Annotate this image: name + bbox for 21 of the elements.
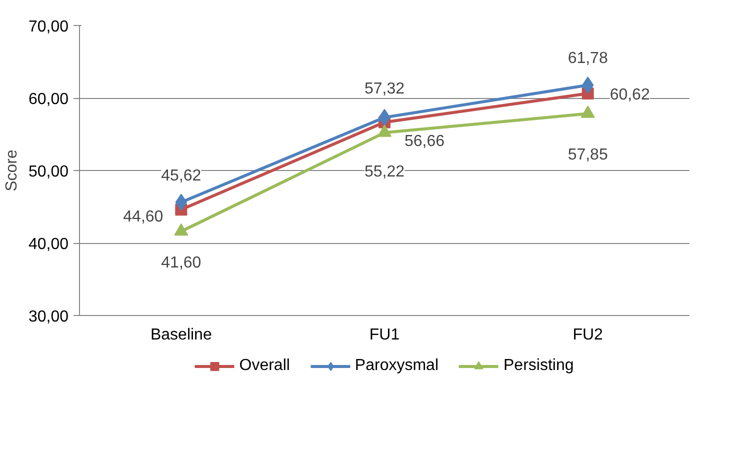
legend-label: Overall — [239, 357, 290, 375]
data-label: 61,78 — [568, 50, 608, 68]
data-label: 56,66 — [404, 133, 445, 150]
x-tick-label: FU1 — [369, 326, 400, 344]
data-label: 57,32 — [364, 80, 405, 98]
x-tick-label: FU2 — [572, 326, 604, 344]
data-label: 44,60 — [123, 208, 164, 226]
legend-label: Persisting — [504, 357, 574, 375]
x-tick-label: Baseline — [150, 326, 212, 344]
legend-label: Paroxysmal — [354, 357, 439, 375]
y-tick-label: 40,00 — [28, 236, 69, 253]
data-label: 60,62 — [610, 86, 650, 104]
y-axis-title: Score — [3, 150, 20, 192]
data-label: 45,62 — [161, 167, 202, 184]
y-tick-label: 60,00 — [28, 91, 69, 108]
y-tick-label: 50,00 — [28, 164, 69, 180]
y-tick-label: 70,00 — [28, 18, 69, 36]
data-label: 57,85 — [568, 146, 608, 164]
data-label: 55,22 — [364, 164, 405, 181]
data-label: 41,60 — [161, 254, 202, 272]
y-tick-label: 30,00 — [28, 308, 69, 326]
